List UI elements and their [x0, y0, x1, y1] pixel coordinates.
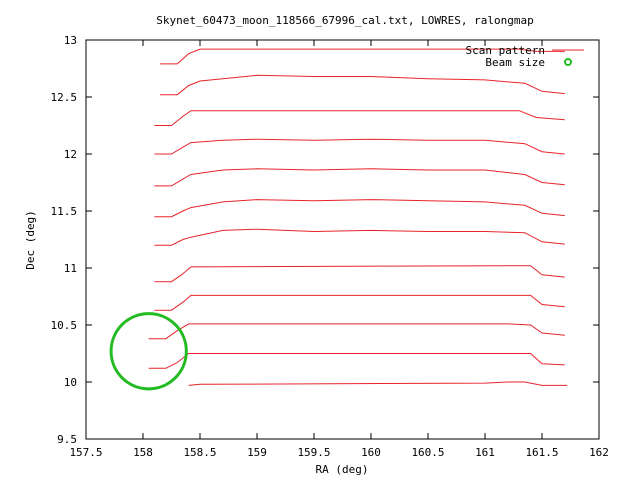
legend-label-scan-pattern: Scan pattern	[466, 44, 545, 57]
scan-line	[154, 110, 565, 126]
y-tick-label: 12.5	[51, 91, 78, 104]
scan-line	[154, 199, 565, 218]
beam-circle	[109, 312, 188, 391]
y-tick-label: 9.5	[57, 433, 77, 446]
x-tick-label: 159	[247, 446, 267, 459]
x-tick-label: 159.5	[297, 446, 330, 459]
legend-label-beam-size: Beam size	[485, 56, 545, 69]
x-tick-label: 160.5	[411, 446, 444, 459]
x-tick-label: 162	[589, 446, 609, 459]
beam-group	[109, 312, 188, 391]
legend: Scan pattern Beam size	[466, 44, 584, 69]
y-tick-label: 11	[64, 262, 77, 275]
x-axis-ticks: 157.5 158 158.5 159 159.5 160 160.5 161 161.5 162	[69, 40, 609, 459]
plot-frame	[85, 39, 600, 440]
x-axis-label: RA (deg)	[316, 463, 369, 476]
y-tick-label: 11.5	[51, 205, 78, 218]
scan-line	[154, 138, 565, 155]
x-tick-label: 157.5	[69, 446, 102, 459]
x-tick-label: 160	[361, 446, 381, 459]
scan-line	[148, 353, 565, 369]
scan-line	[154, 168, 565, 187]
legend-swatch-beam-size	[564, 58, 572, 66]
x-tick-label: 158.5	[183, 446, 216, 459]
y-tick-label: 13	[64, 34, 77, 47]
scan-line	[154, 265, 565, 283]
y-tick-label: 10.5	[51, 319, 78, 332]
y-tick-label: 12	[64, 148, 77, 161]
x-tick-label: 158	[133, 446, 153, 459]
y-tick-label: 10	[64, 376, 77, 389]
scan-line	[154, 228, 565, 246]
scan-line	[160, 48, 565, 65]
plot-area	[85, 39, 600, 440]
scan-line	[188, 381, 568, 386]
scan-line	[154, 294, 565, 311]
x-tick-label: 161.5	[525, 446, 558, 459]
scan-line	[160, 74, 565, 96]
x-tick-label: 161	[475, 446, 495, 459]
chart-title: Skynet_60473_moon_118566_67996_cal.txt, …	[156, 14, 534, 27]
scan-line	[148, 323, 565, 340]
y-axis-label: Dec (deg)	[24, 210, 37, 270]
y-axis-ticks: 9.5 10 10.5 11 11.5 12 12.5 13	[51, 34, 599, 446]
scan-pattern-lines	[148, 48, 568, 386]
